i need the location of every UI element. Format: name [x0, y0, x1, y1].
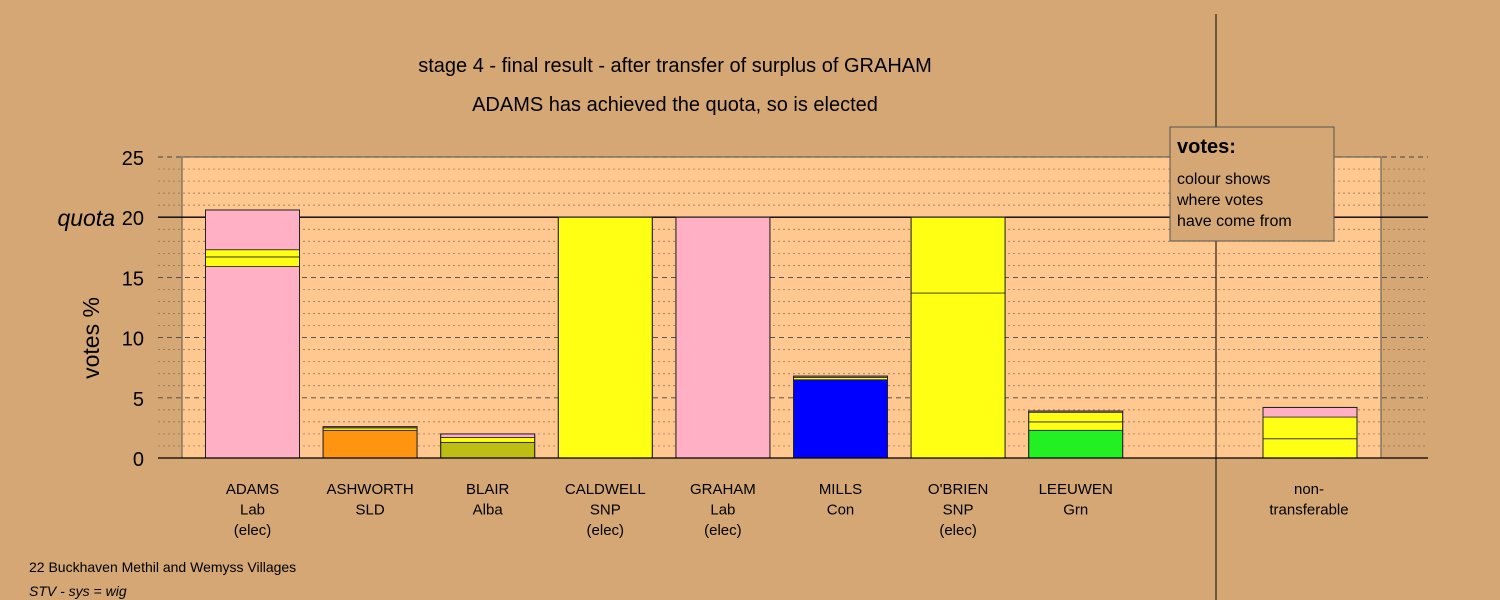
- bar-segment: [1262, 438, 1358, 459]
- bar-segment: [1262, 416, 1358, 440]
- x-tick-label: Con: [827, 502, 855, 519]
- legend-title: votes:: [1177, 136, 1236, 158]
- bar-segment: [205, 209, 300, 251]
- x-tick-label: O'BRIEN: [928, 481, 988, 498]
- x-axis-labels: ADAMS Lab (elec) ASHWORTH SLD BLAIR Alba CALDWE…: [226, 481, 1349, 539]
- y-tick-label: 10: [122, 329, 144, 351]
- bar-blair: [440, 433, 536, 459]
- x-tick-label: (elec): [587, 522, 625, 539]
- x-tick-label: SLD: [356, 502, 385, 519]
- x-tick-label: Grn: [1063, 502, 1088, 519]
- x-tick-label: Lab: [710, 502, 735, 519]
- y-axis: 0 5 10 15 20 25: [122, 148, 144, 471]
- legend-line: colour shows: [1177, 171, 1270, 188]
- x-tick-label: Alba: [473, 502, 504, 519]
- bar-segment: [1028, 429, 1124, 459]
- bar-segment: [793, 379, 888, 459]
- x-tick-label: MILLS: [819, 481, 862, 498]
- bar-segment: [910, 216, 1006, 294]
- x-tick-label: CALDWELL: [565, 481, 646, 498]
- bar-obrien: [910, 216, 1006, 459]
- bar-caldwell: [557, 216, 653, 459]
- x-tick-label: GRAHAM: [690, 481, 756, 498]
- x-tick-label: SNP: [590, 502, 621, 519]
- bar-segment: [322, 429, 418, 459]
- bar-segment: [557, 216, 653, 459]
- x-tick-label: Lab: [240, 502, 265, 519]
- ward-name: 22 Buckhaven Methil and Wemyss Villages: [29, 559, 296, 575]
- x-tick-label: (elec): [234, 522, 272, 539]
- x-tick-label: ASHWORTH: [326, 481, 413, 498]
- x-tick-label: ADAMS: [226, 481, 279, 498]
- x-tick-label: transferable: [1269, 502, 1348, 519]
- y-axis-label: votes %: [78, 297, 104, 379]
- x-tick-label: (elec): [704, 522, 742, 539]
- x-tick-label: non-: [1294, 481, 1324, 498]
- chart-subtitle: ADAMS has achieved the quota, so is elec…: [472, 94, 878, 116]
- bar-segment: [205, 266, 300, 459]
- bar-segment: [1028, 411, 1124, 423]
- bar-segment: [440, 437, 536, 443]
- bar-nontransferable: [1262, 406, 1358, 459]
- x-tick-label: LEEUWEN: [1039, 481, 1113, 498]
- bar-ashworth: [322, 426, 418, 459]
- bars: [205, 209, 1358, 459]
- x-tick-label: (elec): [939, 522, 977, 539]
- bar-segment: [440, 433, 536, 438]
- legend-line: where votes: [1176, 192, 1263, 209]
- bar-segment: [1262, 407, 1358, 418]
- x-tick-label: SNP: [943, 502, 974, 519]
- y-tick-label: 0: [133, 449, 144, 471]
- x-tick-label: BLAIR: [466, 481, 510, 498]
- legend: votes: colour shows where votes have com…: [1169, 126, 1335, 242]
- chart-title: stage 4 - final result - after transfer …: [418, 55, 932, 77]
- bar-leeuwen: [1028, 410, 1124, 459]
- legend-box: [1169, 126, 1335, 242]
- y-tick-label: 15: [122, 268, 144, 290]
- bar-segment: [205, 256, 300, 267]
- y-tick-label: 25: [122, 148, 144, 170]
- bar-graham: [675, 216, 771, 459]
- bar-segment: [440, 441, 536, 459]
- voting-system: STV - sys = wig: [29, 583, 127, 599]
- bar-segment: [1028, 421, 1124, 431]
- bar-segment: [910, 292, 1006, 459]
- y-tick-label: 20: [122, 208, 144, 230]
- quota-label: quota: [57, 205, 115, 231]
- bar-segment: [675, 216, 771, 459]
- bar-mills: [793, 375, 888, 459]
- y-tick-label: 5: [133, 389, 144, 411]
- bar-segment: [205, 249, 300, 258]
- bar-adams: [205, 209, 300, 459]
- legend-line: have come from: [1177, 213, 1292, 230]
